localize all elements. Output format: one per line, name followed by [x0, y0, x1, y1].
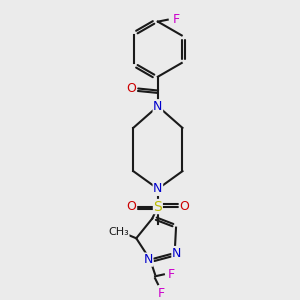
Text: CH₃: CH₃	[108, 227, 129, 237]
Text: N: N	[172, 247, 181, 260]
Text: S: S	[154, 200, 162, 214]
Text: N: N	[153, 182, 163, 195]
Text: O: O	[126, 82, 136, 95]
Text: O: O	[179, 200, 189, 213]
Text: F: F	[168, 268, 175, 281]
Text: N: N	[153, 100, 163, 113]
Text: F: F	[173, 13, 180, 26]
Text: O: O	[126, 200, 136, 213]
Text: F: F	[158, 286, 164, 300]
Text: N: N	[143, 253, 153, 266]
